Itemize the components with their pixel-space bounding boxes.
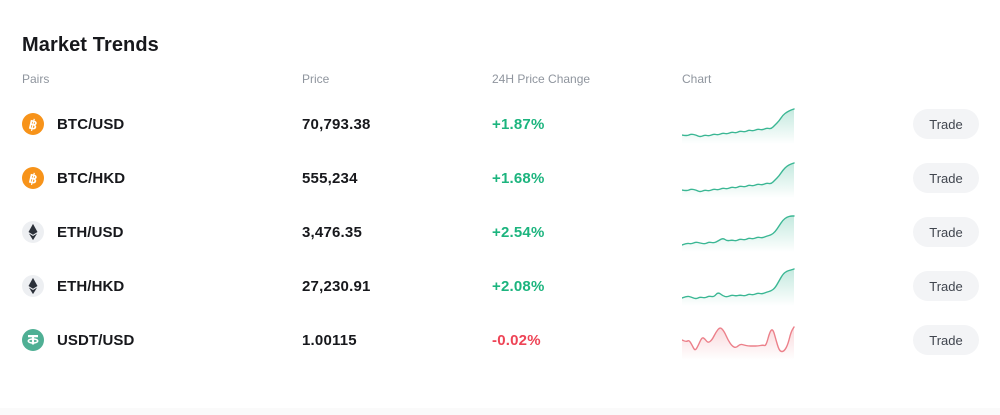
table-row: ฿ BTC/USD 70,793.38 +1.87% Trade [22,97,979,151]
btc-icon: ฿ [22,113,44,135]
change-value: +1.87% [492,115,545,133]
pair-cell: USDT/USD [22,329,302,351]
pair-cell: ETH/HKD [22,275,302,297]
sparkline-chart [682,104,913,144]
sparkline-chart [682,158,913,198]
table-header: Pairs Price 24H Price Change Chart [22,72,978,86]
change-value: +1.68% [492,169,545,187]
sparkline-chart [682,212,913,252]
price-value: 3,476.35 [302,223,362,241]
pair-label: BTC/USD [57,115,125,133]
change-value: +2.08% [492,277,545,295]
pair-label: BTC/HKD [57,169,126,187]
table-row: USDT/USD 1.00115 -0.02% Trade [22,313,979,367]
pair-label: ETH/USD [57,223,124,241]
price-value: 70,793.38 [302,115,371,133]
sparkline-chart [682,320,913,360]
usdt-icon [22,329,44,351]
price-value: 1.00115 [302,331,357,349]
column-header-chart: Chart [682,72,712,86]
market-trends-section: Market Trends Pairs Price 24H Price Chan… [22,34,979,367]
pair-label: ETH/HKD [57,277,125,295]
pair-label: USDT/USD [57,331,135,349]
trade-button[interactable]: Trade [913,109,979,139]
table-row: ETH/USD 3,476.35 +2.54% Trade [22,205,979,259]
trade-button[interactable]: Trade [913,217,979,247]
trade-button[interactable]: Trade [913,271,979,301]
sparkline-chart [682,266,913,306]
column-header-pairs: Pairs [22,72,50,86]
eth-icon [22,275,44,297]
change-value: +2.54% [492,223,545,241]
column-header-price: Price [302,72,330,86]
price-value: 555,234 [302,169,358,187]
table-row: ETH/HKD 27,230.91 +2.08% Trade [22,259,979,313]
btc-icon: ฿ [22,167,44,189]
section-title: Market Trends [22,34,159,56]
column-header-change: 24H Price Change [492,72,591,86]
pair-cell: ฿ BTC/USD [22,113,302,135]
table-body: ฿ BTC/USD 70,793.38 +1.87% Trade ฿ BTC/H… [22,97,979,367]
table-row: ฿ BTC/HKD 555,234 +1.68% Trade [22,151,979,205]
trade-button[interactable]: Trade [913,325,979,355]
trade-button[interactable]: Trade [913,163,979,193]
next-section-edge [0,408,1000,415]
pair-cell: ฿ BTC/HKD [22,167,302,189]
pair-cell: ETH/USD [22,221,302,243]
change-value: -0.02% [492,331,541,349]
price-value: 27,230.91 [302,277,371,295]
eth-icon [22,221,44,243]
